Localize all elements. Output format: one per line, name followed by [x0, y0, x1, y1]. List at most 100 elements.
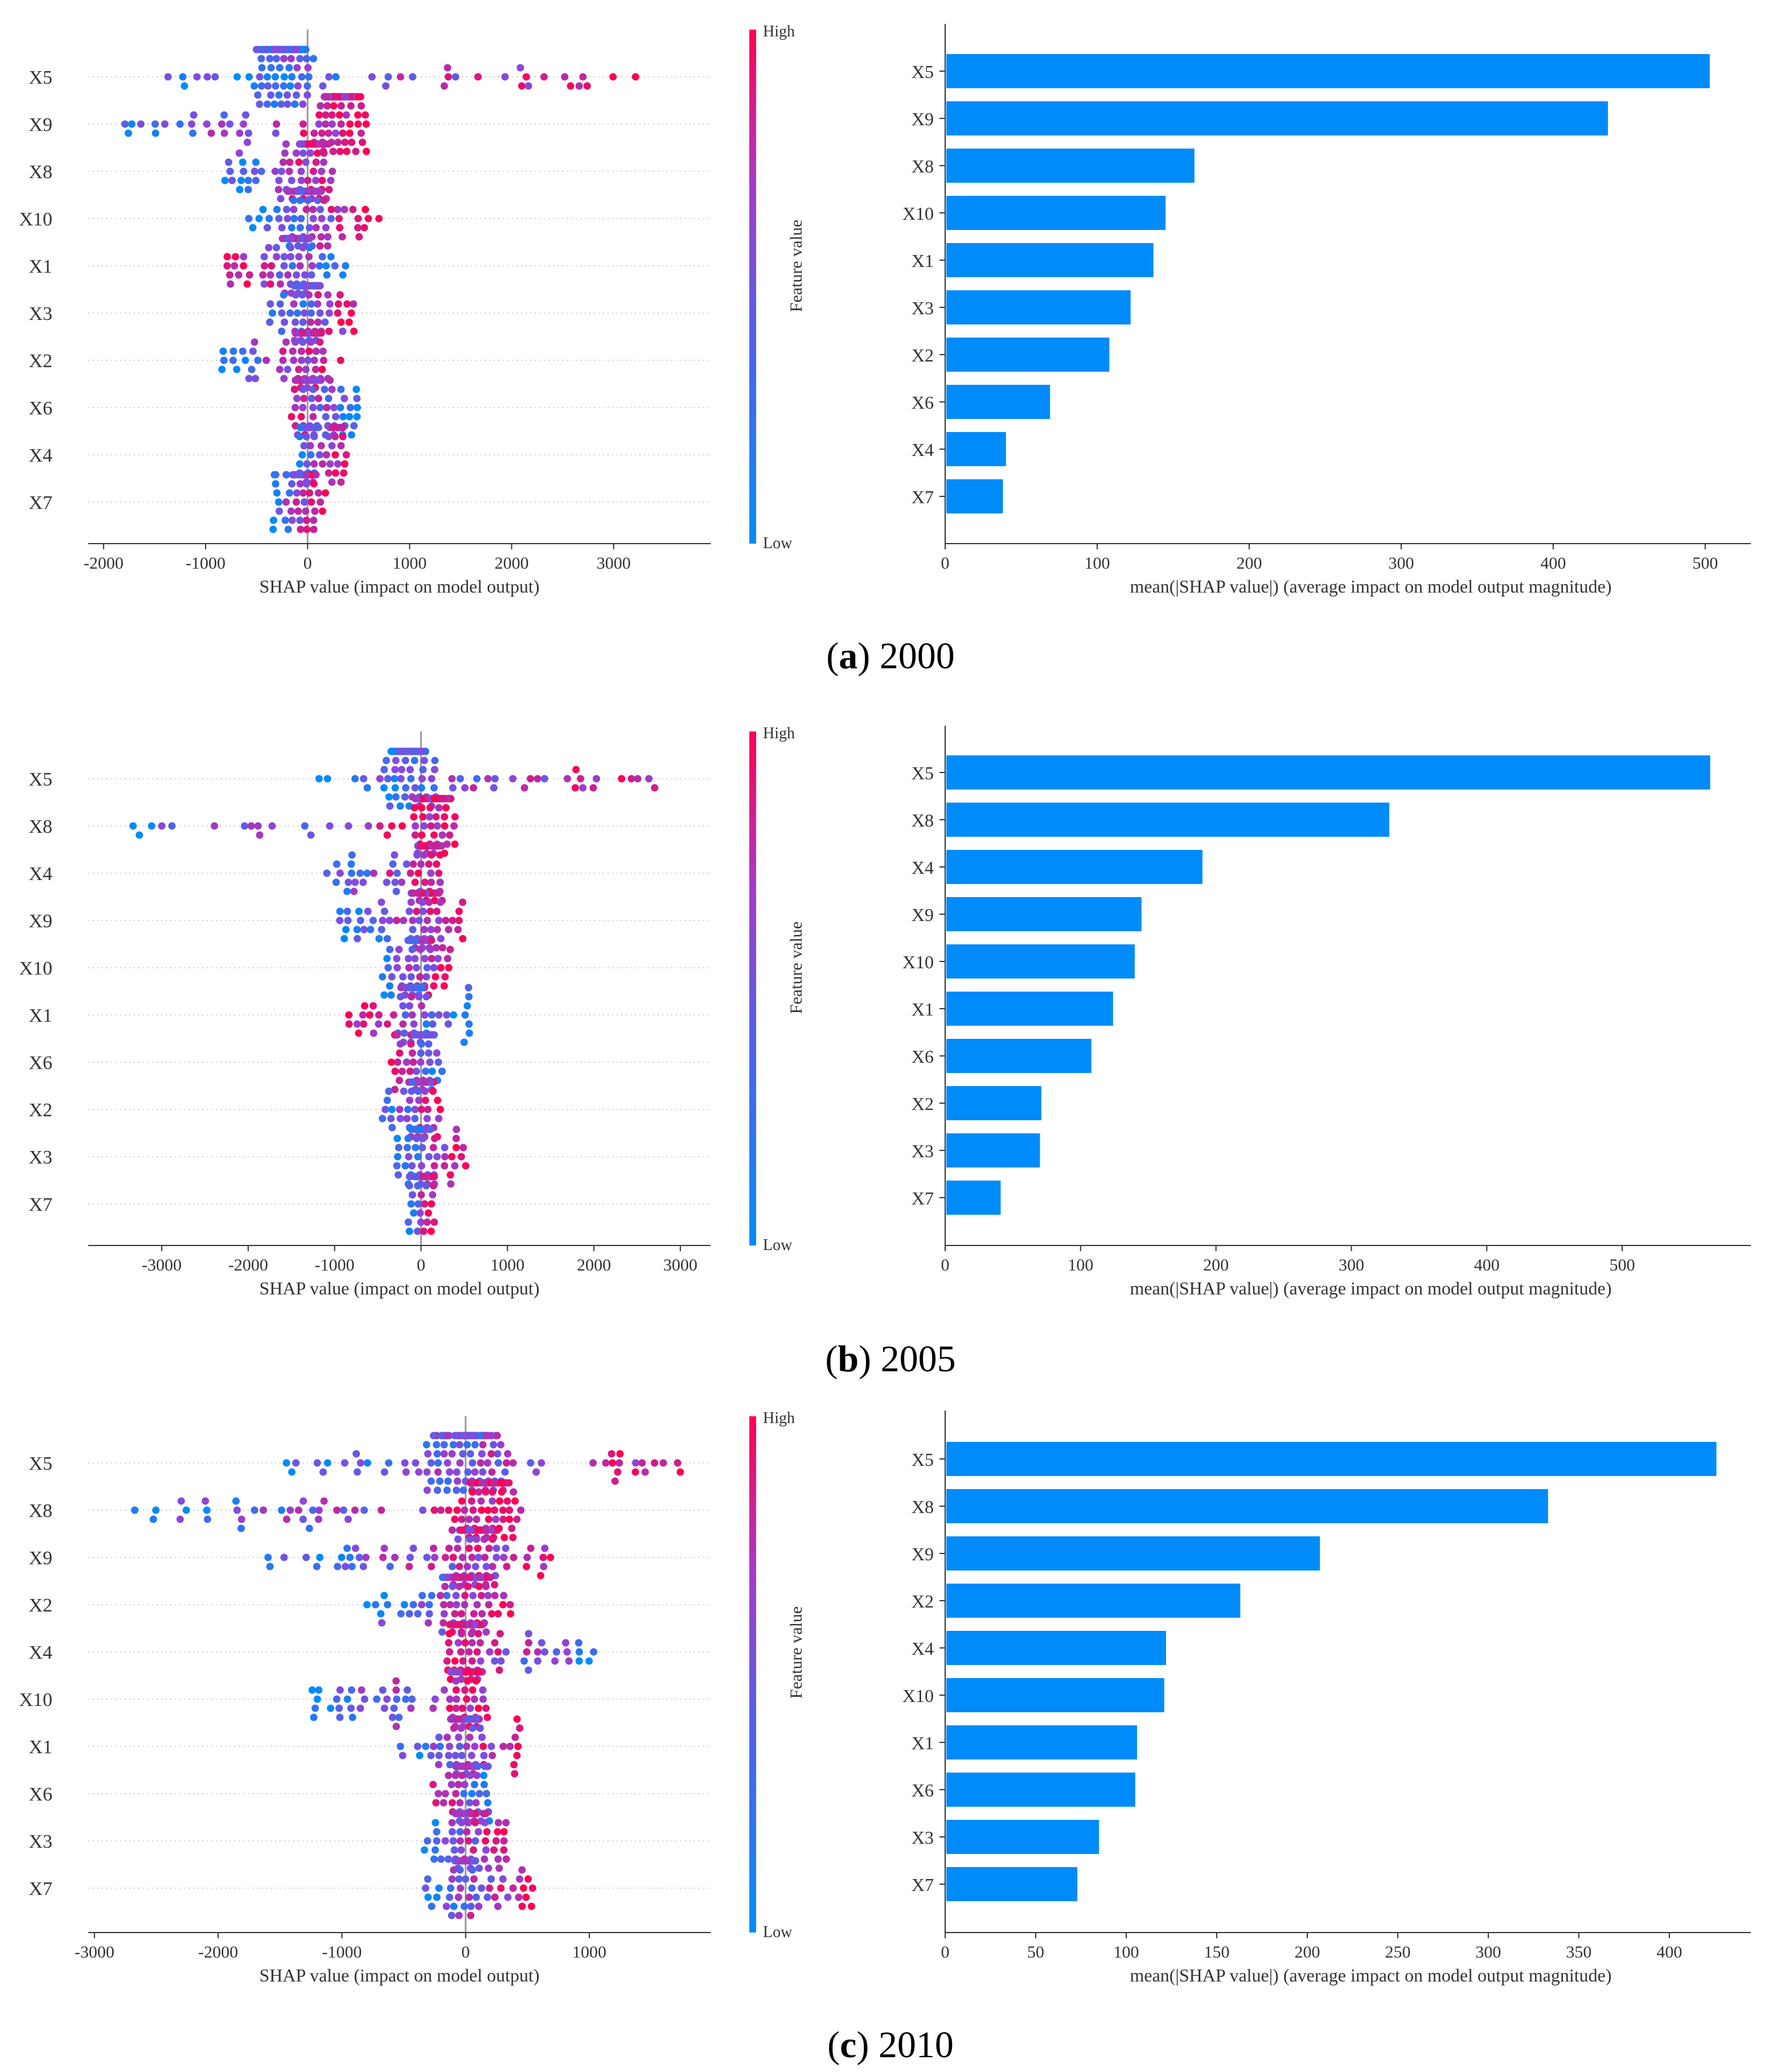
beeswarm-dot — [469, 1846, 477, 1854]
beeswarm-dot — [446, 1601, 454, 1609]
beeswarm-dot — [561, 1639, 569, 1647]
beeswarm-dot — [377, 1506, 385, 1514]
beeswarm-dot — [421, 878, 429, 886]
beeswarm-dot — [318, 167, 326, 175]
beeswarm-dot — [237, 1524, 245, 1532]
beeswarm-dot — [392, 793, 400, 801]
beeswarm-dot — [284, 215, 292, 223]
beeswarm-dot — [452, 1790, 460, 1798]
beeswarm-dot — [304, 356, 312, 364]
beeswarm-x-tick-label: 0 — [303, 554, 312, 573]
beeswarm-dot — [504, 1893, 512, 1901]
beeswarm-dot — [437, 1506, 445, 1514]
beeswarm-dot — [322, 111, 330, 119]
beeswarm-dot — [235, 149, 243, 157]
beeswarm-dot — [207, 129, 215, 137]
beeswarm-dot — [418, 775, 426, 783]
beeswarm-dot — [382, 757, 390, 764]
beeswarm-dot — [277, 100, 285, 108]
bar-X6 — [946, 1773, 1135, 1807]
beeswarm-dot — [363, 147, 371, 155]
beeswarm-dot — [435, 1884, 443, 1892]
beeswarm-dot — [354, 215, 362, 223]
beeswarm-dot — [362, 205, 370, 213]
beeswarm-dot — [297, 187, 305, 195]
beeswarm-dot — [176, 1515, 184, 1523]
beeswarm-dot — [245, 271, 253, 279]
beeswarm-dot — [517, 1506, 525, 1514]
beeswarm-dot — [506, 1515, 514, 1523]
beeswarm-dot — [334, 300, 342, 308]
beeswarm-dot — [377, 1610, 385, 1618]
beeswarm-dot — [551, 1657, 559, 1665]
beeswarm-dot — [417, 1191, 425, 1199]
beeswarm-dot — [433, 1893, 441, 1901]
beeswarm-dot — [502, 1544, 510, 1552]
beeswarm-dot — [430, 1134, 438, 1142]
beeswarm-dot — [541, 1544, 549, 1552]
beeswarm-dot — [301, 271, 309, 279]
beeswarm-dot — [417, 1058, 425, 1066]
beeswarm-dot — [478, 1733, 486, 1741]
beeswarm-dot — [301, 822, 309, 830]
bar-feature-label: X5 — [912, 1449, 934, 1470]
beeswarm-dot — [341, 138, 349, 146]
beeswarm-feature-label: X6 — [28, 1053, 52, 1074]
beeswarm-dot — [494, 1902, 502, 1910]
beeswarm-dot — [337, 102, 345, 110]
beeswarm-dot — [422, 1078, 430, 1086]
beeswarm-dot — [453, 1125, 461, 1133]
beeswarm-dot — [360, 224, 368, 232]
beeswarm-dot — [457, 1153, 465, 1161]
bar-X10 — [946, 944, 1135, 979]
beeswarm-dot — [609, 1459, 617, 1467]
beeswarm-dot — [291, 404, 299, 412]
beeswarm-dot — [272, 129, 280, 137]
beeswarm-dot — [421, 1884, 429, 1892]
beeswarm-dot — [475, 1790, 483, 1798]
beeswarm-dot — [325, 73, 333, 81]
caption-a: (a) 2000 — [826, 635, 955, 677]
beeswarm-dot — [315, 262, 323, 270]
beeswarm-dot — [431, 1695, 439, 1703]
beeswarm-dot — [457, 1724, 465, 1732]
bar-x-tick-label: 300 — [1339, 1256, 1364, 1275]
beeswarm-dot — [428, 1563, 436, 1571]
beeswarm-dot — [419, 766, 427, 774]
beeswarm-dot — [425, 1040, 433, 1048]
beeswarm-dot — [433, 1153, 441, 1161]
beeswarm-dot — [422, 973, 430, 981]
beeswarm-dot — [292, 318, 299, 326]
beeswarm-dot — [343, 147, 351, 155]
beeswarm-dot — [388, 973, 396, 981]
beeswarm-dot — [272, 480, 280, 488]
beeswarm-x-tick-label: -2000 — [84, 554, 124, 573]
beeswarm-dot — [228, 176, 236, 184]
beeswarm-dot — [500, 1553, 508, 1561]
beeswarm-dot — [438, 831, 446, 839]
beeswarm-dot — [294, 507, 302, 515]
beeswarm-dot — [472, 1677, 480, 1685]
beeswarm-feature-label: X9 — [28, 911, 52, 932]
beeswarm-dot — [376, 775, 384, 783]
beeswarm-dot — [537, 1639, 545, 1647]
beeswarm-dot — [456, 1828, 464, 1836]
beeswarm-dot — [421, 1087, 429, 1095]
beeswarm-dot — [442, 1902, 450, 1910]
beeswarm-dot — [334, 1563, 342, 1571]
beeswarm-dot — [455, 1742, 463, 1750]
beeswarm-dot — [417, 784, 425, 792]
beeswarm-dot — [147, 822, 155, 830]
beeswarm-dot — [406, 1553, 414, 1561]
beeswarm-dot — [190, 111, 198, 119]
beeswarm-dot — [453, 1486, 461, 1494]
beeswarm-dot — [480, 1810, 488, 1818]
beeswarm-dot — [218, 365, 226, 373]
beeswarm-dot — [515, 1893, 523, 1901]
beeswarm-dot — [303, 91, 311, 99]
beeswarm-dot — [373, 1695, 381, 1703]
beeswarm-dot — [485, 1544, 493, 1552]
